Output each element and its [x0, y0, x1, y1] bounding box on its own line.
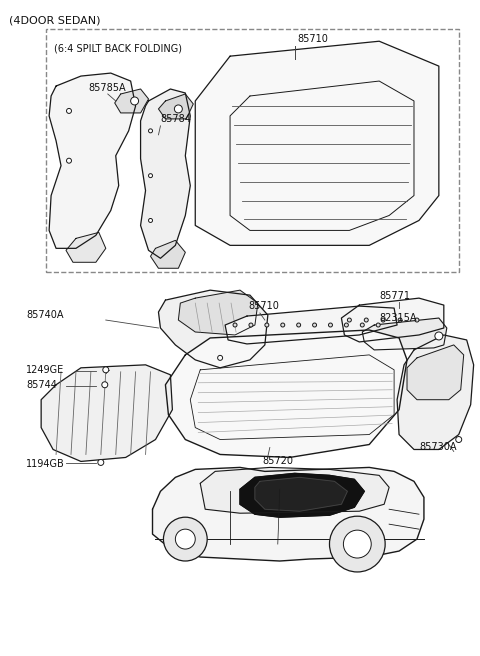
- Text: 85730A: 85730A: [419, 443, 456, 453]
- Polygon shape: [158, 94, 193, 119]
- Text: 85744: 85744: [26, 380, 57, 390]
- Text: 85710: 85710: [248, 301, 279, 311]
- Circle shape: [376, 323, 380, 327]
- Circle shape: [344, 323, 348, 327]
- Text: 85720: 85720: [263, 457, 294, 466]
- Text: (4DOOR SEDAN): (4DOOR SEDAN): [9, 15, 101, 26]
- Text: 85785A: 85785A: [88, 83, 125, 93]
- Circle shape: [398, 318, 402, 322]
- Polygon shape: [141, 89, 190, 258]
- Circle shape: [435, 332, 443, 340]
- Polygon shape: [158, 290, 268, 368]
- Circle shape: [98, 459, 104, 465]
- Polygon shape: [195, 41, 439, 245]
- Circle shape: [281, 323, 285, 327]
- Circle shape: [67, 108, 72, 113]
- Circle shape: [174, 105, 182, 113]
- Circle shape: [348, 318, 351, 322]
- Circle shape: [328, 323, 333, 327]
- Circle shape: [456, 436, 462, 443]
- Circle shape: [415, 318, 419, 322]
- Text: 85784: 85784: [160, 114, 192, 124]
- Circle shape: [164, 517, 207, 561]
- Circle shape: [343, 530, 371, 558]
- Circle shape: [148, 129, 153, 133]
- Circle shape: [265, 323, 269, 327]
- Circle shape: [175, 529, 195, 549]
- Polygon shape: [407, 345, 464, 400]
- Polygon shape: [151, 240, 185, 268]
- Polygon shape: [49, 73, 136, 249]
- Polygon shape: [200, 468, 389, 513]
- Text: 85771: 85771: [379, 291, 410, 301]
- Polygon shape: [66, 232, 106, 262]
- Text: 1249GE: 1249GE: [26, 365, 64, 375]
- Polygon shape: [115, 89, 148, 113]
- Circle shape: [217, 356, 223, 360]
- Circle shape: [67, 158, 72, 163]
- Circle shape: [364, 318, 368, 322]
- Circle shape: [329, 516, 385, 572]
- Text: (6:4 SPILT BACK FOLDING): (6:4 SPILT BACK FOLDING): [54, 43, 182, 53]
- Polygon shape: [166, 330, 407, 457]
- Circle shape: [102, 382, 108, 388]
- Circle shape: [103, 367, 109, 373]
- Circle shape: [249, 323, 253, 327]
- Text: 82315A: 82315A: [379, 313, 417, 323]
- Polygon shape: [153, 468, 424, 561]
- Circle shape: [360, 323, 364, 327]
- Polygon shape: [179, 290, 258, 335]
- Circle shape: [148, 218, 153, 222]
- Circle shape: [381, 318, 385, 322]
- Polygon shape: [341, 298, 444, 342]
- Polygon shape: [362, 318, 447, 350]
- Circle shape: [148, 174, 153, 178]
- Polygon shape: [397, 335, 474, 449]
- Polygon shape: [41, 365, 172, 461]
- Text: 1194GB: 1194GB: [26, 459, 65, 470]
- Circle shape: [233, 323, 237, 327]
- Circle shape: [312, 323, 316, 327]
- Polygon shape: [225, 306, 397, 344]
- Circle shape: [131, 97, 139, 105]
- Polygon shape: [255, 478, 348, 511]
- Text: 85740A: 85740A: [26, 310, 64, 320]
- Text: 85710: 85710: [298, 34, 328, 44]
- Polygon shape: [240, 474, 364, 517]
- Circle shape: [297, 323, 300, 327]
